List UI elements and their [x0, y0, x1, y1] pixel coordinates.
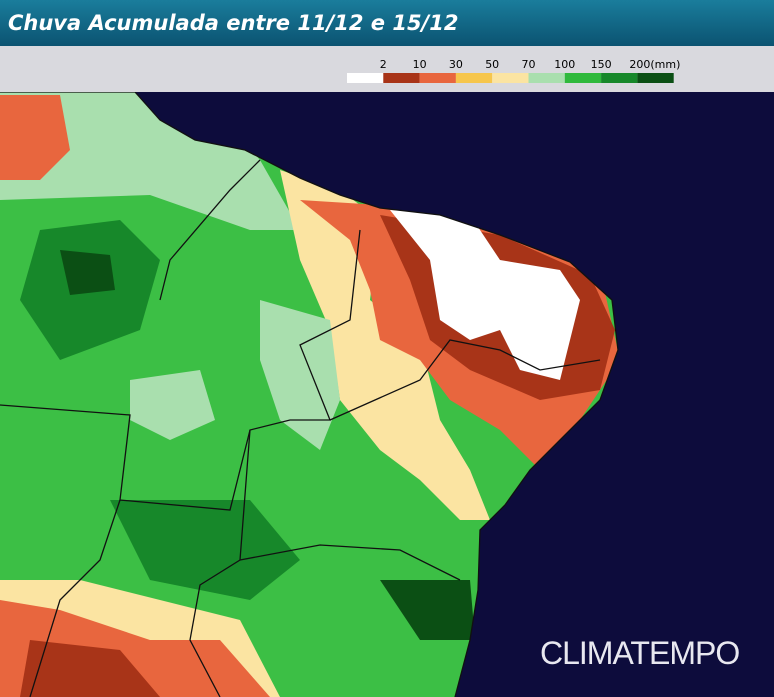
- legend-bar: [0, 46, 774, 92]
- legend-swatch: [601, 73, 638, 83]
- legend: 2 10 30 50 70 100 150 200(mm): [347, 58, 680, 83]
- legend-swatch: [347, 73, 384, 83]
- title: Chuva Acumulada entre 11/12 e 15/12: [8, 11, 458, 35]
- legend-label: 50: [485, 58, 499, 71]
- legend-swatch: [492, 73, 529, 83]
- legend-swatch: [528, 73, 565, 83]
- header-bar: [0, 0, 774, 46]
- legend-swatch: [455, 73, 493, 83]
- legend-label: 200(mm): [629, 58, 680, 71]
- legend-label: 30: [449, 58, 463, 71]
- brand: CLIMATEMPO: [540, 635, 739, 671]
- legend-swatch: [383, 73, 420, 83]
- legend-swatch: [637, 73, 674, 83]
- legend-label: 2: [380, 58, 387, 71]
- legend-swatch: [564, 73, 602, 83]
- borders: [0, 91, 619, 697]
- legend-label: 10: [413, 58, 427, 71]
- legend-swatch: [419, 73, 456, 83]
- legend-label: 150: [591, 58, 612, 71]
- legend-label: 100: [554, 58, 575, 71]
- legend-label: 70: [522, 58, 536, 71]
